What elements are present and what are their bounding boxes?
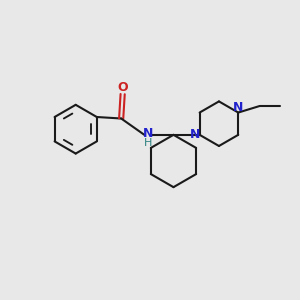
Text: O: O — [117, 81, 128, 94]
Text: H: H — [144, 138, 152, 148]
Text: N: N — [189, 128, 200, 141]
Text: N: N — [233, 101, 243, 114]
Text: N: N — [143, 128, 153, 140]
